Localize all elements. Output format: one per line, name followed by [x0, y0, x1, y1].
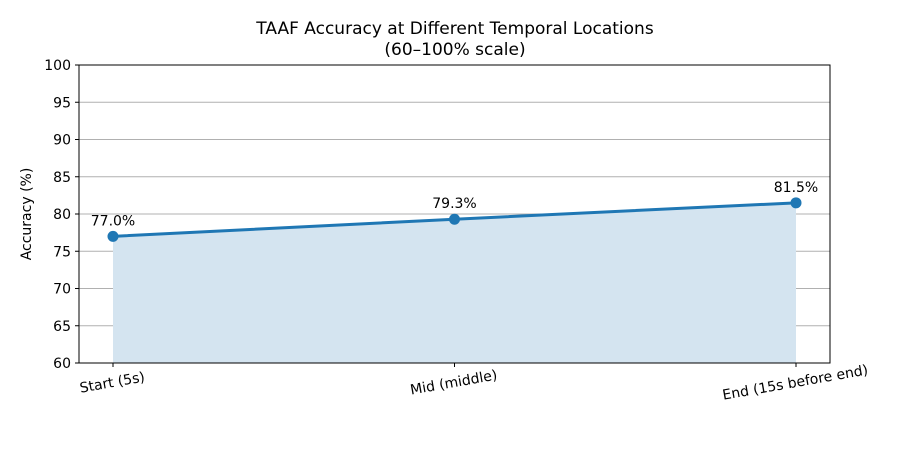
data-point: [790, 197, 802, 209]
data-label: 79.3%: [432, 196, 476, 212]
y-tick-label: 95: [53, 95, 71, 111]
y-tick-label: 70: [53, 282, 71, 298]
y-tick-label: 60: [53, 356, 71, 372]
y-tick-label: 65: [53, 319, 71, 335]
x-tick-label: Mid (middle): [409, 368, 498, 399]
chart-subtitle: (60–100% scale): [384, 40, 525, 60]
area-fill: [113, 202, 796, 363]
data-points: [107, 197, 802, 242]
x-axis: Start (5s) Mid (middle) End (15s before en…: [79, 362, 870, 403]
data-label: 77.0%: [91, 213, 135, 229]
area-fill-region: [113, 202, 796, 363]
y-tick-label: 75: [53, 244, 71, 260]
y-tick-label: 85: [53, 170, 71, 186]
y-axis: 60 65 70 75 80 85 90 95 100: [44, 58, 79, 372]
data-labels: 77.0% 79.3% 81.5%: [91, 180, 818, 230]
y-tick-label: 80: [53, 207, 71, 223]
y-axis-label: Accuracy (%): [19, 168, 35, 261]
data-point: [449, 213, 460, 225]
data-label: 81.5%: [774, 180, 818, 196]
chart-title: TAAF Accuracy at Different Temporal Loca…: [255, 19, 654, 39]
x-tick-label: End (15s before end): [721, 362, 869, 403]
y-tick-label: 90: [53, 133, 71, 149]
x-tick-label: Start (5s): [79, 369, 147, 396]
data-point: [107, 230, 119, 242]
y-tick-label: 100: [44, 58, 71, 74]
